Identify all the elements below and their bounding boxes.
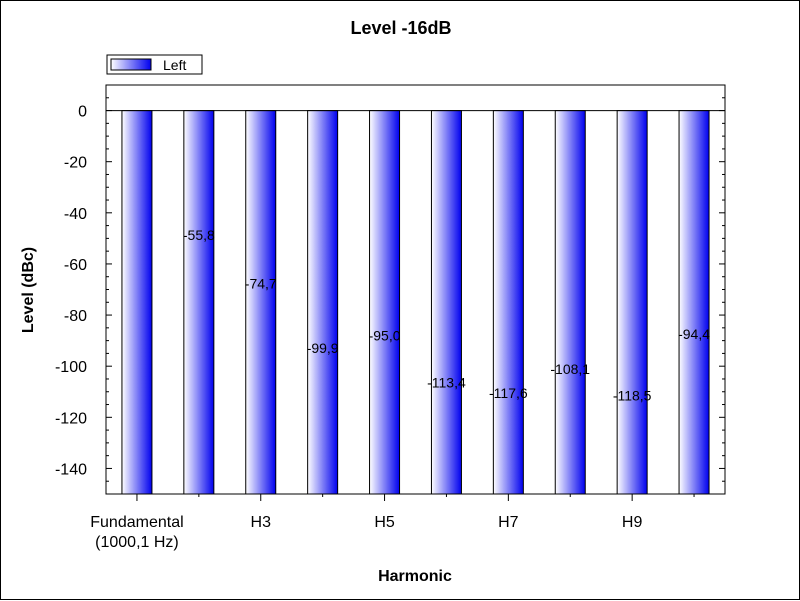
x-axis-ticks (136, 494, 695, 501)
bar-5 (430, 110, 462, 495)
y-axis-label: Level (dBc) (20, 247, 37, 333)
data-label-6: -117,6 (489, 385, 528, 401)
bar-9 (678, 110, 710, 495)
bar-0 (121, 110, 153, 495)
x-axis-tick-labels: Fundamental (1000,1 Hz) H3 H5 H7 H9 (90, 514, 642, 551)
data-label-4: -95,0 (369, 327, 401, 343)
bar-8 (616, 110, 648, 495)
legend: Left (106, 54, 203, 75)
x-tick-label: H5 (374, 514, 395, 531)
x-axis-label: Harmonic (378, 568, 452, 585)
legend-label: Left (163, 57, 186, 73)
x-tick-label: Fundamental (90, 514, 183, 531)
data-label-1: -55,8 (183, 227, 215, 243)
bar-1 (183, 110, 215, 495)
y-tick-label: -80 (64, 308, 87, 325)
y-tick-label: -20 (64, 155, 87, 172)
y-tick-label: -40 (64, 206, 87, 223)
y-tick-label: -120 (55, 410, 87, 427)
data-label-9: -94,4 (678, 326, 710, 342)
bar-2 (245, 110, 277, 495)
y-axis-tick-labels: 0 -20 -40 -60 -80 -100 -120 -140 (55, 104, 87, 479)
y-tick-label: -100 (55, 359, 87, 376)
bar-4 (369, 110, 401, 495)
data-labels-group: -55,8 -74,7 -99,9 -95,0 -113,4 -117,6 -108,1 -1… (183, 227, 710, 403)
bar-3 (307, 110, 339, 495)
data-label-5: -113,4 (427, 374, 466, 390)
data-label-7: -108,1 (550, 361, 590, 377)
data-label-8: -118,5 (613, 387, 652, 403)
y-tick-label: -140 (55, 461, 87, 478)
x-tick-label: H9 (622, 514, 643, 531)
y-tick-label: -60 (64, 257, 87, 274)
y-axis-ticks (106, 84, 725, 495)
bars-group (121, 110, 710, 495)
legend-swatch (110, 58, 152, 71)
data-label-2: -74,7 (245, 276, 277, 292)
bar-7 (554, 110, 586, 495)
bar-6 (492, 110, 524, 495)
y-tick-label: 0 (78, 104, 87, 121)
x-tick-label: (1000,1 Hz) (95, 534, 179, 551)
data-label-3: -99,9 (307, 340, 339, 356)
x-tick-label: H3 (251, 514, 272, 531)
chart-title: Level -16dB (350, 18, 451, 38)
x-tick-label: H7 (498, 514, 519, 531)
